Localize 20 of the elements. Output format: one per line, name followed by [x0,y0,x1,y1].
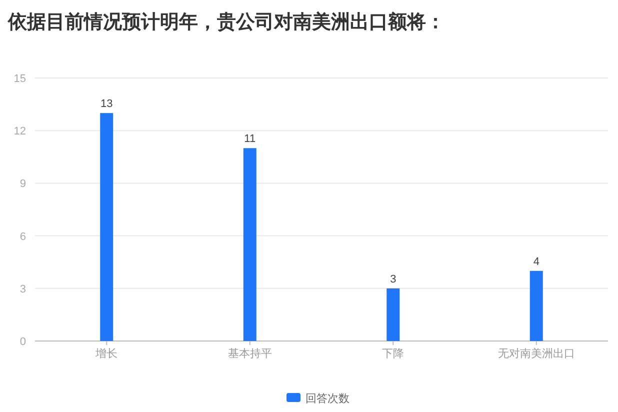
y-tick-label: 0 [20,336,26,348]
data-label: 11 [244,133,256,146]
y-tick-label: 3 [20,283,26,296]
data-label: 13 [100,98,113,110]
bar [386,288,400,341]
x-tick-label: 无对南美洲出口 [498,347,575,360]
chart-title: 依据目前情况预计明年，贵公司对南美洲出口额将： [7,11,445,33]
x-tick-label: 增长 [94,347,118,360]
y-tick-label: 15 [14,73,26,85]
data-label: 4 [533,256,540,268]
x-tick-label: 基本持平 [228,347,272,360]
legend-label: 回答次数 [306,393,350,405]
data-label: 3 [390,273,396,286]
bar [243,148,256,341]
y-tick-label: 12 [14,126,26,138]
x-tick-label: 下降 [382,348,404,360]
bar [530,270,543,341]
bar [100,113,114,341]
y-tick-label: 9 [20,178,26,190]
y-tick-label: 6 [20,230,26,243]
